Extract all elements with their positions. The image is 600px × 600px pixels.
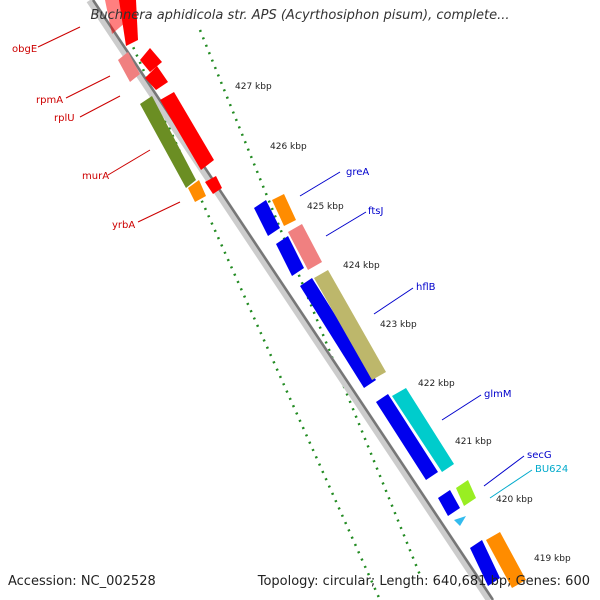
pointer-ftsJ	[325, 211, 367, 237]
gene-label-left[interactable]: rplU	[54, 113, 75, 124]
map-title: Buchnera aphidicola str. APS (Acyrthosip…	[90, 8, 510, 23]
pointer-yrbA	[137, 201, 181, 223]
gene-block-rpmA[interactable]	[118, 52, 140, 82]
pointer-BU624	[489, 469, 533, 499]
gene-label-right[interactable]: greA	[346, 167, 369, 178]
pointer-obgE	[37, 26, 81, 48]
gene-block-obgE[interactable]	[105, 0, 138, 46]
gene-label-right[interactable]: BU624	[535, 464, 568, 475]
tick-label: 426 kbp	[270, 142, 307, 152]
gene-block-murA[interactable]	[140, 96, 196, 188]
gene-label-left[interactable]: obgE	[12, 44, 37, 55]
tick-label: 427 kbp	[235, 82, 272, 92]
pointer-murA	[107, 149, 151, 176]
pointer-glmM	[441, 394, 482, 421]
topology-summary: Topology: circular; Length: 640,681 bp; …	[257, 574, 590, 589]
gene-block-glmM[interactable]	[376, 388, 454, 480]
gene-label-right[interactable]: ftsJ	[368, 206, 383, 217]
gene-block-bottom[interactable]	[470, 532, 526, 588]
gene-label-left[interactable]: rpmA	[36, 95, 63, 106]
tick-label: 421 kbp	[455, 437, 492, 447]
tick-label: 424 kbp	[343, 261, 380, 271]
gene-block-yrbA[interactable]	[188, 176, 222, 202]
gene-block-murA-right[interactable]	[160, 92, 214, 170]
gene-block-hflB[interactable]	[300, 270, 386, 388]
gene-block-rplU[interactable]	[140, 48, 168, 90]
backbone-shadow	[91, 0, 495, 600]
accession-text: Accession: NC_002528	[8, 574, 156, 589]
tick-line-outer	[198, 29, 422, 576]
tick-label: 419 kbp	[534, 554, 571, 564]
tick-label: 423 kbp	[380, 320, 417, 330]
pointer-rpmA	[65, 75, 111, 99]
gene-block-BU624[interactable]	[454, 516, 466, 526]
tick-label: 425 kbp	[307, 202, 344, 212]
gene-block-secG[interactable]	[438, 480, 476, 516]
gene-label-right[interactable]: hflB	[416, 282, 436, 293]
gene-block-ftsJ[interactable]	[276, 224, 322, 276]
pointer-rplU	[79, 95, 121, 118]
tick-label: 420 kbp	[496, 495, 533, 505]
gene-label-left[interactable]: yrbA	[112, 220, 135, 231]
pointer-secG	[483, 455, 525, 487]
gene-block-greA[interactable]	[254, 194, 296, 236]
gene-label-left[interactable]: murA	[82, 171, 109, 182]
pointer-hflB	[373, 287, 414, 315]
pointer-greA	[299, 171, 341, 197]
backbone	[86, 0, 494, 600]
gene-label-right[interactable]: secG	[527, 450, 552, 461]
tick-label: 422 kbp	[418, 379, 455, 389]
gene-label-right[interactable]: glmM	[484, 389, 512, 400]
